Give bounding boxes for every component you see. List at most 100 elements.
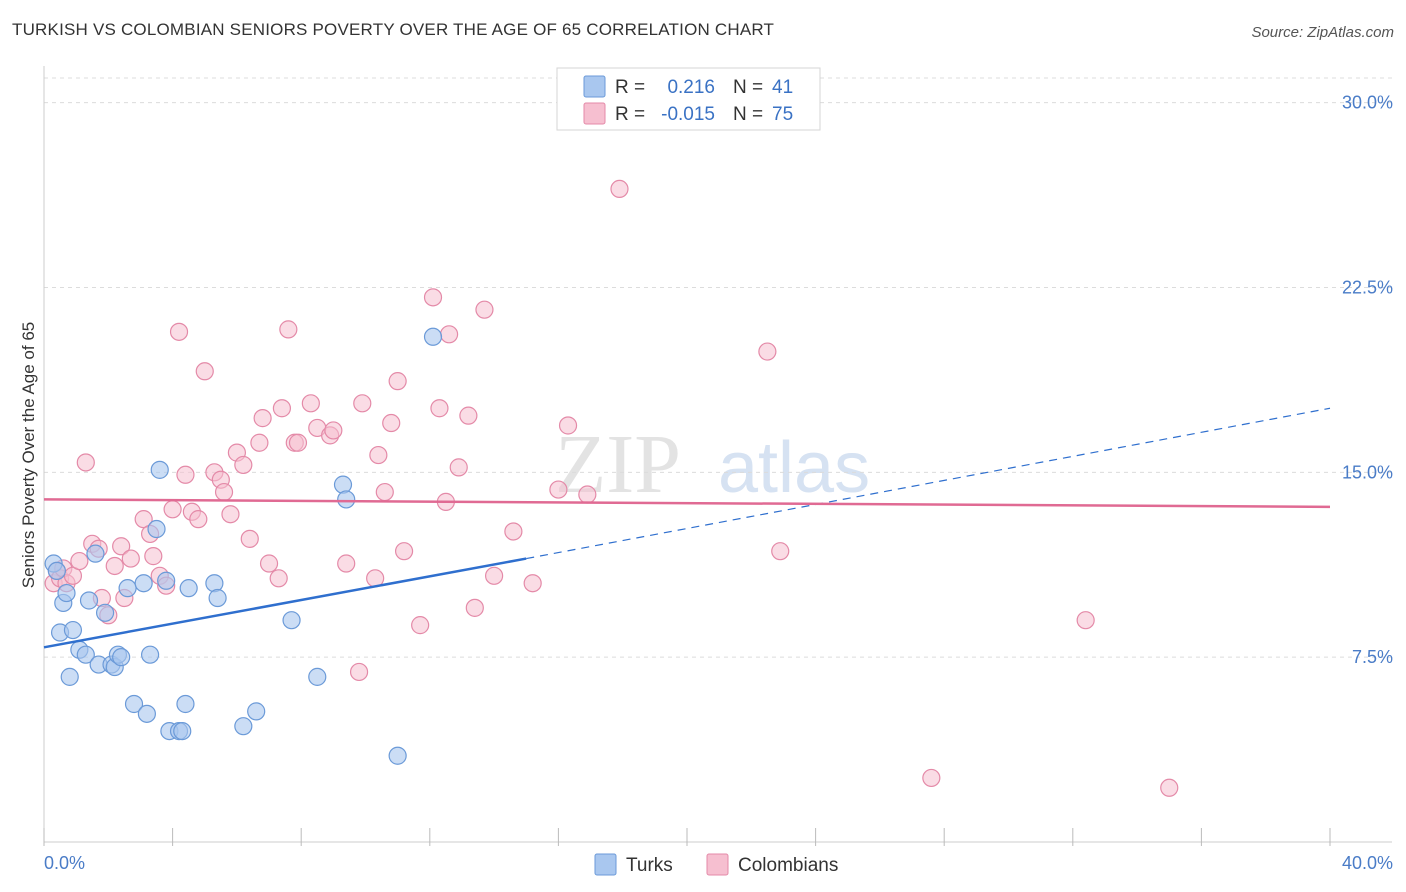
turks-points	[44, 327, 443, 765]
turks-point	[47, 561, 66, 581]
turks-trend-line	[43, 557, 527, 649]
turks-bottom-swatch	[594, 853, 617, 876]
colombians-point	[70, 551, 89, 571]
turks-n-value: 41	[772, 77, 793, 98]
trend-lines	[43, 407, 1331, 649]
grid-lines	[44, 77, 1392, 658]
colombians-point	[423, 288, 443, 307]
colombians-point	[459, 406, 478, 425]
colombians-point	[353, 394, 372, 413]
turks-point	[247, 702, 266, 721]
colombians-point	[272, 399, 292, 418]
colombians-point	[1160, 778, 1179, 797]
turks-point	[63, 620, 83, 640]
colombians-point	[388, 372, 407, 391]
turks-point	[86, 544, 105, 563]
colombians-point	[411, 616, 430, 635]
colombians-point	[549, 480, 568, 499]
colombians-point	[504, 522, 523, 541]
turks-point	[157, 571, 176, 590]
colombians-point	[144, 547, 163, 566]
colombians-point	[176, 465, 195, 484]
colombians-legend-swatch	[583, 102, 606, 125]
turks-point	[79, 591, 99, 610]
colombians-point	[523, 574, 542, 593]
turks-point	[124, 694, 144, 714]
turks-point	[282, 611, 301, 630]
colombians-trend-line	[43, 498, 1331, 509]
turks-point	[388, 746, 407, 765]
turks-point	[234, 717, 253, 736]
turks-point	[95, 603, 115, 622]
watermark: ZIP atlas	[555, 418, 870, 511]
colombians-point	[758, 342, 777, 361]
colombians-point	[240, 529, 259, 548]
colombians-points	[44, 179, 1179, 797]
turks-r-value: 0.216	[667, 77, 715, 98]
colombians-point	[253, 409, 272, 428]
colombians-point	[394, 542, 414, 561]
turks-point	[337, 490, 356, 509]
turks-point	[179, 579, 198, 598]
colombians-point	[922, 768, 941, 788]
colombians-point	[369, 445, 388, 465]
colombians-n-label: N =	[733, 104, 763, 125]
colombians-point	[112, 537, 131, 556]
turks-point	[176, 694, 195, 714]
watermark-zip: ZIP	[555, 418, 681, 511]
colombians-point	[337, 554, 356, 573]
watermark-atlas: atlas	[718, 428, 870, 508]
colombians-point	[169, 322, 189, 341]
turks-r-label: R =	[615, 77, 645, 98]
colombians-point	[163, 500, 182, 519]
turks-point	[118, 579, 137, 598]
y-axis-label: Seniors Poverty Over the Age of 65	[19, 322, 38, 588]
turks-n-label: N =	[733, 77, 763, 98]
chart-source: Source: ZipAtlas.com	[1251, 24, 1394, 41]
colombians-point	[324, 421, 343, 440]
turks-point	[150, 460, 169, 479]
turks-point	[76, 645, 95, 664]
colombians-point	[288, 433, 308, 452]
stats-legend: R = 0.216 N = 41 R = -0.015 N = 75	[556, 67, 821, 131]
colombians-point	[439, 325, 459, 344]
colombians-point	[250, 433, 269, 452]
colombians-point	[610, 179, 629, 199]
tick-labels: 7.5% 15.0% 22.5% 30.0% 0.0% 40.0%	[44, 93, 1393, 873]
turks-point	[173, 721, 192, 741]
colombians-point	[449, 458, 468, 477]
x-tick-label-max: 40.0%	[1342, 853, 1393, 873]
colombians-point	[195, 362, 214, 381]
colombians-bottom-swatch	[706, 853, 729, 876]
colombians-point	[578, 485, 597, 504]
turks-point	[308, 667, 327, 686]
turks-point	[112, 648, 131, 667]
y-tick-label: 30.0%	[1342, 93, 1393, 113]
colombians-point	[214, 482, 234, 502]
colombians-point	[475, 300, 494, 319]
turks-point	[147, 519, 166, 539]
series-legend: Turks Colombians	[594, 853, 838, 876]
turks-point	[208, 588, 227, 608]
x-tick-label-min: 0.0%	[44, 853, 85, 873]
turks-point	[57, 583, 76, 603]
y-tick-label: 15.0%	[1342, 462, 1393, 482]
colombians-point	[375, 482, 394, 502]
turks-point	[205, 574, 224, 593]
colombians-point	[189, 510, 208, 529]
turks-point	[60, 667, 79, 686]
colombians-point	[279, 320, 298, 339]
turks-point	[134, 574, 153, 593]
colombians-point	[121, 549, 140, 568]
colombians-point	[349, 662, 369, 682]
colombians-legend-label: Colombians	[738, 855, 838, 876]
colombians-point	[558, 416, 578, 435]
turks-trend-extension	[526, 407, 1331, 560]
colombians-point	[301, 394, 320, 413]
colombians-point	[465, 598, 484, 617]
colombians-point	[771, 542, 790, 561]
colombians-point	[105, 556, 124, 576]
colombians-point	[221, 505, 240, 524]
colombians-point	[485, 566, 504, 585]
